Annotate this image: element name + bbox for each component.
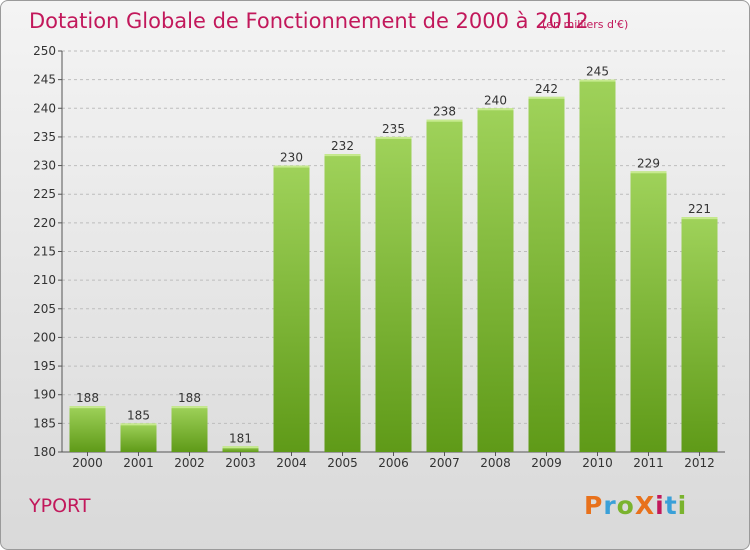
bar-highlight: [324, 154, 361, 157]
y-tick-label: 230: [33, 159, 56, 173]
bar: [273, 165, 310, 453]
y-tick-label: 195: [33, 359, 56, 373]
bar: [579, 79, 616, 453]
bar-value-label: 240: [484, 93, 507, 107]
bar-value-label: 229: [637, 156, 660, 170]
x-tick-label: 2005: [327, 456, 358, 470]
x-tick-label: 2007: [429, 456, 460, 470]
y-tick-label: 200: [33, 330, 56, 344]
bar-value-label: 185: [127, 408, 150, 422]
bar: [426, 119, 463, 452]
bar-value-label: 232: [331, 139, 354, 153]
bar-highlight: [273, 165, 310, 168]
y-tick-label: 235: [33, 130, 56, 144]
bar-value-label: 221: [688, 202, 711, 216]
y-tick-label: 190: [33, 388, 56, 402]
bar-value-label: 235: [382, 122, 405, 136]
x-tick-label: 2008: [480, 456, 511, 470]
y-tick-label: 210: [33, 273, 56, 287]
x-tick-label: 2006: [378, 456, 409, 470]
bar-highlight: [375, 136, 412, 139]
bar-highlight: [426, 119, 463, 122]
bar-highlight: [171, 406, 208, 409]
y-tick-label: 180: [33, 445, 56, 459]
y-tick-label: 215: [33, 245, 56, 259]
logo-letter: X: [634, 491, 656, 520]
bar-highlight: [579, 79, 616, 82]
bar-value-label: 230: [280, 151, 303, 165]
bar: [120, 423, 157, 452]
logo-letter: r: [603, 491, 617, 520]
bar: [477, 108, 514, 453]
bar-highlight: [681, 217, 718, 220]
bar-value-label: 188: [178, 391, 201, 405]
labels: 180 185 190 195 200 205 210 215 220 225 230 235 240 2…: [33, 44, 715, 470]
chart-title: Dotation Globale de Fonctionnement de 20…: [29, 9, 589, 33]
x-tick-label: 2001: [123, 456, 154, 470]
bar-highlight: [528, 96, 565, 99]
bar-value-label: 181: [229, 431, 252, 445]
x-tick-label: 2011: [633, 456, 664, 470]
y-tick-label: 185: [33, 416, 56, 430]
bar: [375, 136, 412, 452]
logo-letter: P: [584, 491, 604, 520]
logo-letter: i: [655, 491, 665, 520]
commune-name: YPORT: [29, 495, 91, 517]
bar: [69, 406, 106, 452]
x-tick-label: 2002: [174, 456, 205, 470]
bar-highlight: [222, 446, 259, 449]
x-tick-label: 2000: [72, 456, 103, 470]
bar-highlight: [630, 171, 667, 174]
bar-value-label: 245: [586, 65, 609, 79]
x-tick-label: 2012: [684, 456, 715, 470]
y-tick-label: 205: [33, 302, 56, 316]
y-tick-label: 250: [33, 44, 56, 58]
bars: [69, 79, 718, 453]
bar: [171, 406, 208, 452]
x-tick-label: 2004: [276, 456, 307, 470]
y-tick-label: 225: [33, 187, 56, 201]
bar-highlight: [69, 406, 106, 409]
logo-letter: i: [677, 491, 688, 520]
y-tick-label: 220: [33, 216, 56, 230]
bar-value-label: 188: [76, 391, 99, 405]
x-tick-label: 2003: [225, 456, 256, 470]
bar: [681, 217, 718, 452]
y-tick-label: 245: [33, 73, 56, 87]
bar-highlight: [477, 108, 514, 111]
bar: [528, 96, 565, 452]
bar-value-label: 242: [535, 82, 558, 96]
bar: [630, 171, 667, 453]
bar: [222, 446, 259, 452]
proxiti-logo[interactable]: ProXiti: [584, 491, 687, 520]
logo-letter: t: [664, 491, 678, 520]
x-tick-label: 2009: [531, 456, 562, 470]
y-tick-label: 240: [33, 101, 56, 115]
x-tick-label: 2010: [582, 456, 613, 470]
bar-value-label: 238: [433, 105, 456, 119]
logo-letter: o: [616, 491, 635, 520]
bar-highlight: [120, 423, 157, 426]
bar: [324, 154, 361, 452]
chart-unit: (en milliers d'€): [542, 18, 629, 31]
